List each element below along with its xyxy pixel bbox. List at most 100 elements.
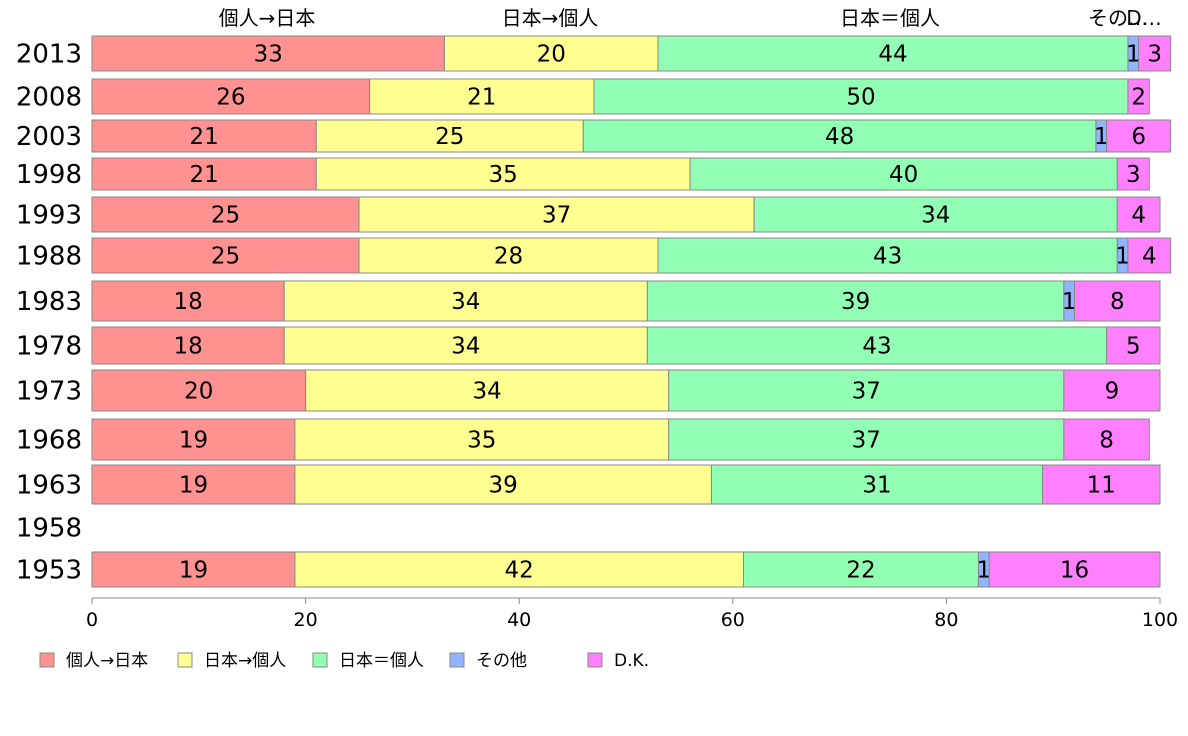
bar-segment (646, 280, 1065, 322)
data-label: 39 (841, 289, 870, 315)
legend-swatch (39, 652, 55, 668)
column-header: 日本→個人 (502, 6, 599, 30)
data-label: 43 (873, 244, 902, 270)
data-label: 34 (451, 334, 480, 360)
bar-segment (1116, 196, 1161, 233)
legend-swatch (312, 652, 328, 668)
data-label: 1 (1062, 289, 1077, 315)
y-tick-label: 2008 (16, 83, 82, 113)
bar-segment (1127, 78, 1150, 115)
data-label: 2 (1131, 85, 1146, 111)
x-tick-label: 0 (86, 609, 98, 631)
legend-label: 日本＝個人 (339, 651, 424, 671)
y-tick-label: 1988 (16, 242, 82, 272)
bar-segment (91, 464, 296, 505)
bar-segment (443, 35, 659, 72)
bar-segment (1127, 237, 1172, 274)
data-label: 37 (542, 203, 571, 229)
data-label: 1 (1126, 42, 1141, 68)
y-tick-label: 1973 (16, 377, 82, 407)
bar-segment (657, 237, 1118, 274)
bar-segment (91, 196, 360, 233)
bar-segment (1138, 35, 1172, 72)
bar-segment (91, 157, 317, 191)
data-label: 1 (1115, 244, 1130, 270)
data-label: 34 (921, 203, 950, 229)
y-tick-label: 2003 (16, 122, 82, 152)
legend-label: D.K. (614, 651, 649, 671)
bar-segment (294, 418, 670, 461)
data-label: 34 (451, 289, 480, 315)
x-tick-label: 60 (721, 609, 745, 631)
x-tick-label: 100 (1142, 609, 1178, 631)
data-label: 21 (189, 124, 218, 150)
data-label: 25 (211, 203, 240, 229)
data-label: 40 (889, 162, 918, 188)
data-label: 4 (1131, 203, 1146, 229)
data-label: 20 (184, 379, 213, 405)
bar-segment (91, 326, 285, 365)
data-label: 3 (1147, 42, 1162, 68)
bar-segment (91, 369, 307, 412)
y-tick-label: 1963 (16, 471, 82, 501)
data-label: 19 (179, 428, 208, 454)
data-label: 35 (489, 162, 518, 188)
bar-segment (91, 78, 371, 115)
bar-segment (91, 35, 445, 72)
data-label: 4 (1142, 244, 1157, 270)
legend-label: その他 (476, 651, 527, 671)
bar-segment (593, 78, 1129, 115)
data-label: 31 (862, 473, 891, 499)
data-label: 18 (173, 289, 202, 315)
data-label: 33 (254, 42, 283, 68)
y-tick-label: 1953 (16, 556, 82, 586)
bar-segment (91, 551, 296, 588)
bar-segment (91, 237, 360, 274)
data-label: 43 (862, 334, 891, 360)
data-label: 35 (467, 428, 496, 454)
data-label: 50 (846, 85, 875, 111)
bar-segment (1116, 157, 1150, 191)
column-header: 日本＝個人 (840, 6, 940, 30)
bar-segment (988, 551, 1161, 588)
data-label: 22 (846, 558, 875, 584)
data-label: 28 (494, 244, 523, 270)
data-label: 25 (211, 244, 240, 270)
legend-label: 個人→日本 (66, 651, 148, 671)
y-tick-label: 1978 (16, 332, 82, 362)
bar-segment (1042, 464, 1161, 505)
data-label: 8 (1099, 428, 1114, 454)
bar-segment (753, 196, 1118, 233)
column-header: D… (1126, 6, 1161, 30)
legend-swatch (177, 652, 193, 668)
bar-segment (710, 464, 1044, 505)
x-tick-label: 20 (294, 609, 318, 631)
bar-segment (91, 418, 296, 461)
bar-segment (358, 196, 755, 233)
bar-segment (1106, 119, 1172, 153)
bar-segment (91, 119, 317, 153)
data-label: 44 (878, 42, 907, 68)
bar-segment (1063, 369, 1161, 412)
data-label: 5 (1126, 334, 1141, 360)
column-header: その… (1088, 6, 1148, 30)
data-label: 8 (1110, 289, 1125, 315)
data-label: 19 (179, 558, 208, 584)
data-label: 34 (473, 379, 502, 405)
bar-segment (1074, 280, 1161, 322)
data-label: 9 (1105, 379, 1120, 405)
data-label: 39 (489, 473, 518, 499)
bar-segment (582, 119, 1097, 153)
y-tick-label: 1958 (16, 514, 82, 544)
data-label: 20 (537, 42, 566, 68)
data-label: 21 (189, 162, 218, 188)
data-label: 19 (179, 473, 208, 499)
data-label: 26 (216, 85, 245, 111)
y-tick-label: 1993 (16, 201, 82, 231)
bar-segment (1063, 418, 1150, 461)
legend-swatch (449, 652, 465, 668)
data-label: 16 (1060, 558, 1089, 584)
y-tick-label: 1968 (16, 426, 82, 456)
data-label: 1 (976, 558, 991, 584)
